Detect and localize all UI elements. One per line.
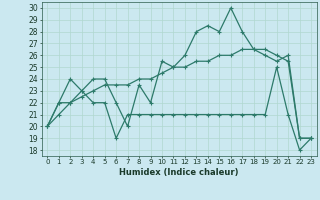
X-axis label: Humidex (Indice chaleur): Humidex (Indice chaleur): [119, 168, 239, 177]
